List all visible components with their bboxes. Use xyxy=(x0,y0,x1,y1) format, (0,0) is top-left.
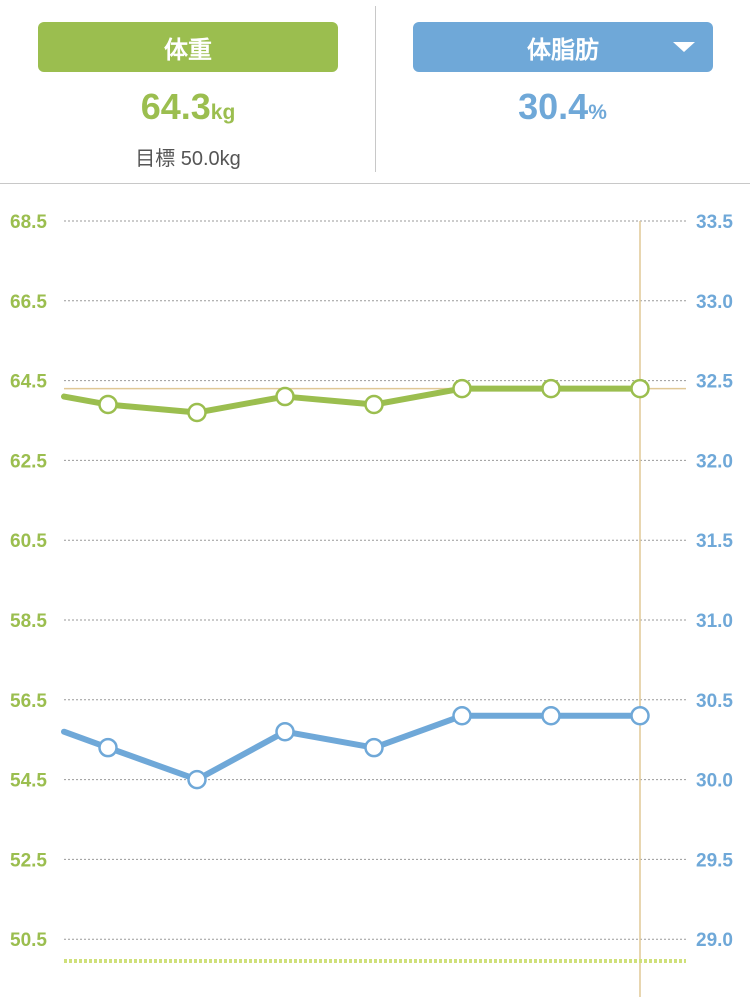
body-fat-panel: 体脂肪 30.4% xyxy=(375,0,750,183)
body-fat-point xyxy=(98,737,118,758)
left-tick-label: 68.5 xyxy=(10,212,47,233)
weight-point xyxy=(275,386,295,407)
weight-tab[interactable]: 体重 xyxy=(38,22,338,72)
weight-series-line xyxy=(61,385,643,416)
right-tick-label: 30.5 xyxy=(696,691,733,712)
left-tick-label: 54.5 xyxy=(10,771,47,792)
weight-value: 64.3kg xyxy=(0,86,376,128)
body-fat-value: 30.4% xyxy=(375,86,750,128)
left-tick-label: 50.5 xyxy=(10,930,47,951)
body-fat-number: 30.4 xyxy=(518,86,589,127)
left-tick-label: 60.5 xyxy=(10,531,47,552)
right-tick-label: 33.5 xyxy=(696,212,733,233)
body-fat-point xyxy=(541,706,561,726)
weight-point xyxy=(364,394,384,415)
right-tick-label: 29.0 xyxy=(696,930,733,951)
weight-point xyxy=(630,378,650,399)
body-fat-point xyxy=(364,737,384,758)
right-tick-label: 32.0 xyxy=(696,451,733,472)
right-tick-label: 32.5 xyxy=(696,372,733,393)
weight-unit: kg xyxy=(210,101,236,124)
weight-goal: 目標 50.0kg xyxy=(0,142,376,171)
trend-chart: 68.5 33.5 66.5 33.0 64.5 32.5 62.5 32.0 60.5 31.5… xyxy=(10,212,733,997)
weight-panel: 体重 64.3kg 目標 50.0kg xyxy=(0,0,375,183)
header: 体重 64.3kg 目標 50.0kg 体脂肪 30.4% xyxy=(0,0,750,184)
body-fat-tab-label: 体脂肪 xyxy=(527,36,599,64)
weight-point xyxy=(541,378,561,399)
body-fat-point xyxy=(630,706,650,726)
left-tick-label: 62.5 xyxy=(10,451,47,472)
body-fat-dropdown[interactable]: 体脂肪 xyxy=(413,22,713,72)
right-tick-label: 31.5 xyxy=(696,531,733,552)
left-tick-label: 66.5 xyxy=(10,292,47,313)
weight-point xyxy=(98,394,118,415)
header-divider xyxy=(375,6,376,172)
body-fat-unit: % xyxy=(588,101,607,124)
right-tick-label: 29.5 xyxy=(696,850,733,871)
chevron-down-icon xyxy=(673,42,695,52)
weight-point xyxy=(452,378,472,399)
body-fat-series-line xyxy=(61,712,643,783)
body-fat-point xyxy=(275,721,295,742)
left-tick-label: 52.5 xyxy=(10,850,47,871)
left-tick-label: 58.5 xyxy=(10,611,47,632)
goal-label: 目標 xyxy=(135,148,176,170)
goal-value: 50.0kg xyxy=(180,148,241,170)
body-fat-point xyxy=(452,706,472,726)
left-tick-label: 64.5 xyxy=(10,372,47,393)
weight-number: 64.3 xyxy=(140,86,211,127)
weight-tab-label: 体重 xyxy=(164,36,212,64)
right-tick-label: 30.0 xyxy=(696,771,733,792)
left-tick-label: 56.5 xyxy=(10,691,47,712)
body-fat-point xyxy=(187,769,207,790)
right-tick-label: 33.0 xyxy=(696,292,733,313)
weight-point xyxy=(187,402,207,423)
right-tick-label: 31.0 xyxy=(696,611,733,632)
